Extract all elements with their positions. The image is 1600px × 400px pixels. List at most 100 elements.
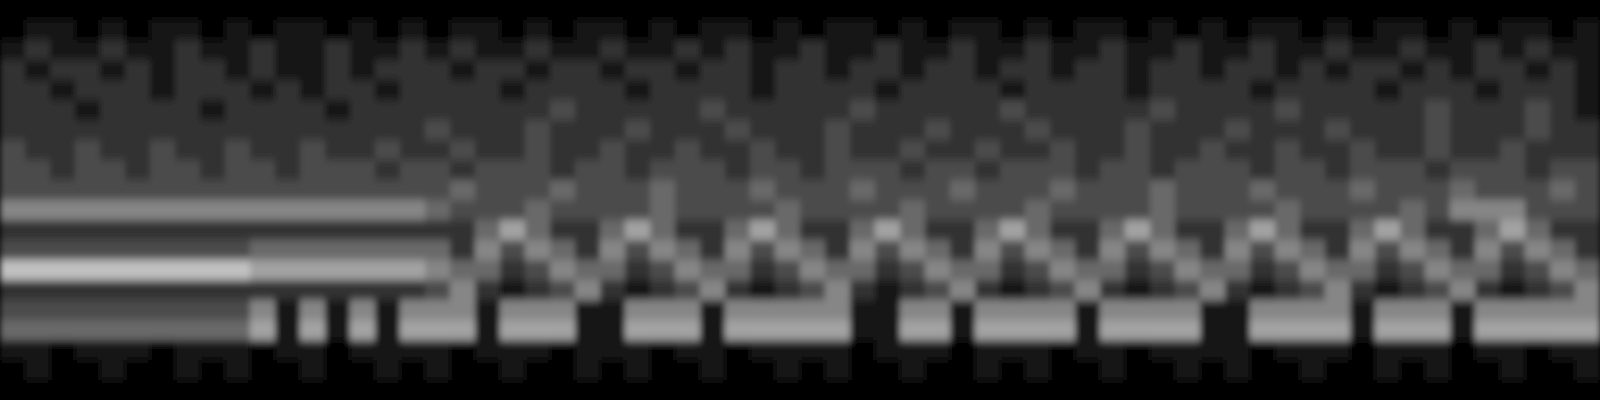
cell	[925, 320, 951, 341]
cell	[275, 180, 301, 201]
cell	[650, 180, 676, 201]
cell	[575, 60, 601, 81]
cell	[1450, 20, 1476, 41]
cell	[925, 120, 951, 141]
cell	[450, 20, 476, 41]
cell	[1300, 300, 1326, 321]
cell	[1125, 40, 1151, 61]
cell	[275, 320, 301, 341]
cell	[75, 340, 101, 361]
cell	[1200, 300, 1226, 321]
cell	[500, 60, 526, 81]
cell	[1000, 260, 1026, 281]
cell	[375, 40, 401, 61]
cell	[1400, 100, 1426, 121]
cell	[175, 40, 201, 61]
cell	[0, 240, 26, 261]
cell	[400, 220, 426, 241]
cell	[1425, 220, 1451, 241]
cell	[325, 240, 351, 261]
cell	[1000, 60, 1026, 81]
cell	[450, 240, 476, 261]
cell	[100, 280, 126, 301]
cell	[1225, 320, 1251, 341]
cell	[125, 40, 151, 61]
cell	[900, 240, 926, 261]
cell	[525, 320, 551, 341]
cell	[1250, 340, 1276, 361]
cell	[450, 340, 476, 361]
cell	[1350, 60, 1376, 81]
cell	[1175, 80, 1201, 101]
cell	[1100, 300, 1126, 321]
cell	[525, 20, 551, 41]
cell	[550, 40, 576, 61]
cell	[1300, 60, 1326, 81]
cell	[1150, 100, 1176, 121]
cell	[1100, 360, 1126, 381]
cell	[1075, 0, 1101, 21]
cell	[1275, 280, 1301, 301]
cell	[1400, 80, 1426, 101]
cell	[1175, 340, 1201, 361]
cell	[775, 80, 801, 101]
cell	[1200, 280, 1226, 301]
cell	[850, 80, 876, 101]
cell	[1525, 220, 1551, 241]
cell	[500, 300, 526, 321]
cell	[600, 340, 626, 361]
cell	[0, 80, 26, 101]
cell	[200, 80, 226, 101]
cell	[600, 60, 626, 81]
cell	[1425, 260, 1451, 281]
cell	[125, 20, 151, 41]
cell	[700, 320, 726, 341]
cell	[225, 140, 251, 161]
cell	[475, 160, 501, 181]
cell	[1100, 180, 1126, 201]
cell	[1150, 120, 1176, 141]
cell	[350, 200, 376, 221]
cell	[750, 20, 776, 41]
cell	[1300, 320, 1326, 341]
cell	[500, 140, 526, 161]
cell	[175, 0, 201, 21]
cell	[1475, 340, 1501, 361]
cell	[675, 220, 701, 241]
cell	[1275, 220, 1301, 241]
cell	[925, 60, 951, 81]
cell	[250, 100, 276, 121]
cell	[1275, 320, 1301, 341]
cell	[1225, 380, 1251, 400]
cell	[500, 80, 526, 101]
cell	[150, 200, 176, 221]
cell	[525, 40, 551, 61]
cell	[875, 360, 901, 381]
cell	[850, 340, 876, 361]
cell	[1250, 140, 1276, 161]
cell	[25, 340, 51, 361]
cell	[300, 0, 326, 21]
cell	[1150, 300, 1176, 321]
cell	[175, 220, 201, 241]
cell	[650, 260, 676, 281]
cell	[700, 340, 726, 361]
cell	[1050, 360, 1076, 381]
cell	[1425, 80, 1451, 101]
cell	[1025, 280, 1051, 301]
cell	[375, 180, 401, 201]
cell	[75, 280, 101, 301]
cell	[550, 280, 576, 301]
cell	[325, 320, 351, 341]
cell	[900, 40, 926, 61]
cell	[1250, 360, 1276, 381]
cell	[1075, 120, 1101, 141]
cell	[1275, 20, 1301, 41]
cell	[800, 20, 826, 41]
cell	[675, 160, 701, 181]
cell	[1450, 360, 1476, 381]
cell	[1250, 0, 1276, 21]
cell	[125, 280, 151, 301]
cell	[300, 300, 326, 321]
cell	[700, 80, 726, 101]
